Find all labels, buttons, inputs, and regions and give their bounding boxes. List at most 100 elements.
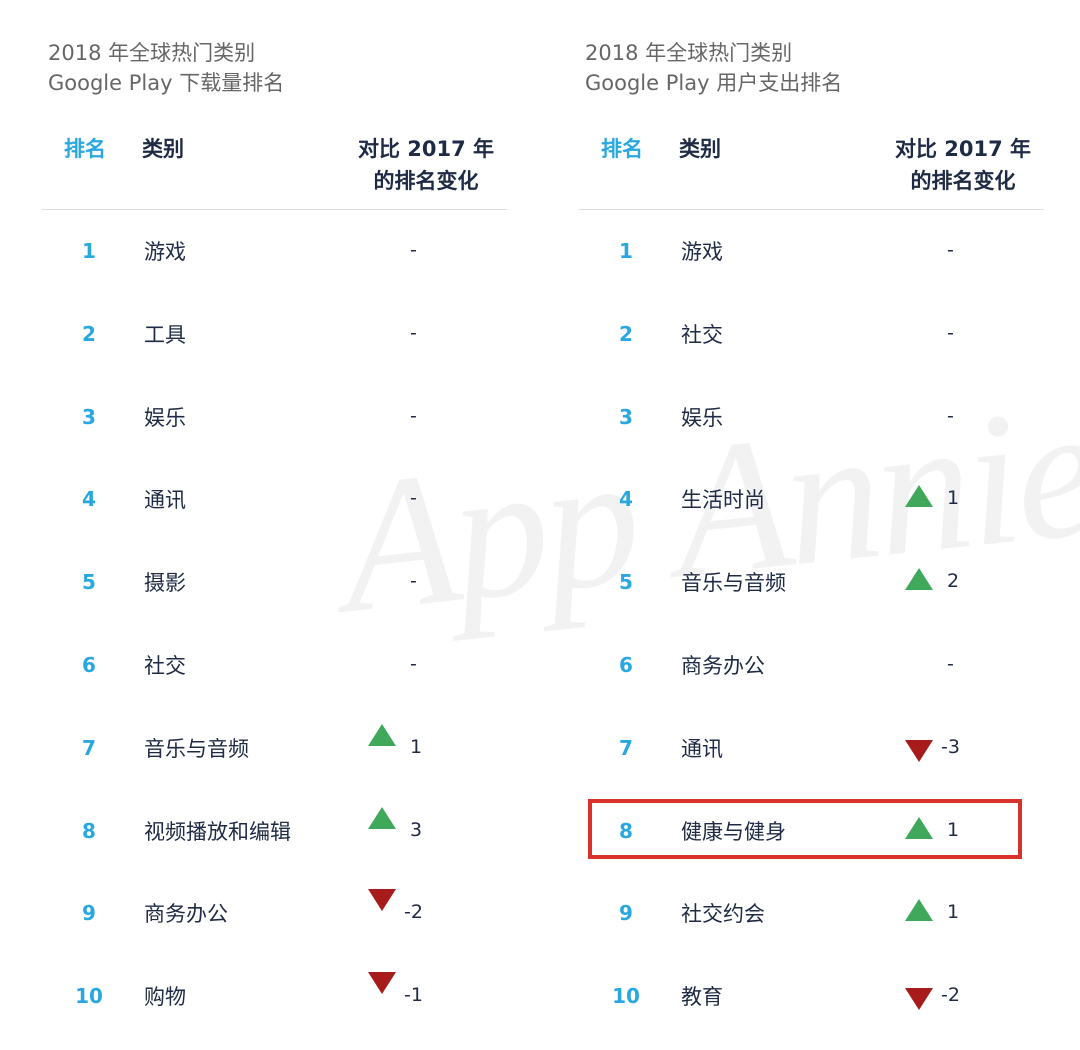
down-arrow-icon	[905, 739, 933, 762]
table-row: 4 生活时尚 1	[579, 479, 1044, 519]
header-change-line-1: 对比 2017 年	[357, 137, 495, 161]
category-cell: 工具	[144, 322, 186, 347]
category-cell: 游戏	[681, 240, 723, 264]
category-cell: 健康与健身	[681, 819, 786, 844]
table-row: 5 音乐与音频 2	[579, 562, 1044, 602]
header-rank: 排名	[601, 137, 643, 161]
header-divider	[579, 209, 1044, 210]
title-line-1: 2018 年全球热门类别	[48, 41, 256, 65]
rank-change-value: -1	[404, 984, 423, 1007]
rank-value: 8	[619, 818, 633, 843]
rank-value: 2	[82, 321, 96, 346]
table-row: 2 工具 -	[42, 314, 507, 354]
category-cell: 音乐与音频	[144, 736, 249, 761]
category-cell: 社交	[681, 322, 723, 347]
rank-value: 9	[82, 901, 96, 926]
rank-change-value: -	[947, 404, 954, 427]
table-title: 2018 年全球热门类别 Google Play 用户支出排名	[585, 38, 842, 98]
downloads-ranking-table: 2018 年全球热门类别 Google Play 下载量排名 排名 类别 对比 …	[42, 0, 512, 1050]
title-line-2: Google Play 用户支出排名	[585, 71, 843, 95]
down-arrow-icon	[905, 988, 933, 1011]
rank-value: 6	[82, 653, 96, 677]
rank-change-value: -2	[404, 901, 423, 924]
rank-value: 3	[619, 404, 633, 429]
rank-value: 1	[619, 239, 633, 263]
category-cell: 音乐与音频	[681, 571, 786, 596]
rank-value: 8	[82, 818, 96, 843]
rank-value: 4	[82, 487, 96, 512]
rank-change-value: -3	[941, 735, 960, 758]
rank-change-value: -	[947, 321, 954, 344]
rank-change-value: 1	[947, 487, 960, 510]
up-arrow-icon	[905, 816, 933, 839]
down-arrow-icon	[368, 889, 396, 912]
rank-value: 4	[619, 487, 633, 512]
table-row: 1 游戏 -	[42, 231, 507, 271]
table-row: 7 音乐与音频 1	[42, 723, 507, 768]
rank-change-value: 1	[410, 735, 423, 758]
rank-change-value: -	[410, 487, 417, 510]
rank-value: 6	[619, 653, 633, 677]
category-cell: 娱乐	[144, 405, 186, 430]
table-title: 2018 年全球热门类别 Google Play 下载量排名	[48, 38, 284, 98]
category-cell: 商务办公	[681, 654, 765, 678]
header-category: 类别	[142, 137, 184, 161]
title-line-1: 2018 年全球热门类别	[585, 41, 793, 65]
header-category: 类别	[679, 137, 721, 161]
rank-value: 10	[612, 984, 640, 1009]
category-cell: 教育	[681, 985, 723, 1010]
rank-value: 7	[82, 735, 96, 760]
header-divider	[42, 209, 507, 210]
rank-change-value: -	[410, 321, 417, 344]
header-change-line-1: 对比 2017 年	[894, 137, 1032, 161]
up-arrow-icon	[905, 568, 933, 591]
rank-value: 2	[619, 321, 633, 346]
table-row: 10 购物 -1	[42, 972, 507, 1016]
spending-ranking-table: 2018 年全球热门类别 Google Play 用户支出排名 排名 类别 对比…	[579, 0, 1049, 1050]
rank-value: 5	[619, 570, 633, 595]
rank-change-value: -	[947, 239, 954, 261]
category-cell: 视频播放和编辑	[144, 819, 291, 844]
rank-change-value: 1	[947, 901, 960, 924]
up-arrow-icon	[368, 806, 396, 829]
rank-value: 1	[82, 239, 96, 263]
down-arrow-icon	[368, 972, 396, 995]
title-line-2: Google Play 下载量排名	[48, 71, 285, 95]
rank-change-value: 2	[947, 570, 960, 593]
category-cell: 游戏	[144, 240, 186, 264]
table-row: 4 通讯 -	[42, 479, 507, 519]
rank-change-value: 1	[947, 818, 960, 841]
category-cell: 生活时尚	[681, 488, 765, 513]
table-row: 5 摄影 -	[42, 562, 507, 602]
category-cell: 商务办公	[144, 902, 228, 927]
header-change-line-2: 的排名变化	[910, 169, 1016, 193]
table-row: 6 商务办公 -	[579, 645, 1044, 685]
category-cell: 通讯	[144, 488, 186, 513]
rank-change-value: -2	[941, 984, 960, 1007]
header-change: 对比 2017 年 的排名变化	[346, 133, 506, 197]
rank-change-value: 3	[410, 818, 423, 841]
rank-value: 10	[75, 984, 103, 1009]
table-row: 2 社交 -	[579, 314, 1044, 354]
up-arrow-icon	[368, 723, 396, 746]
rank-value: 7	[619, 735, 633, 760]
table-row: 10 教育 -2	[579, 976, 1044, 1016]
rank-value: 9	[619, 901, 633, 926]
rank-change-value: -	[410, 653, 417, 675]
category-cell: 购物	[144, 985, 186, 1010]
rank-value: 3	[82, 404, 96, 429]
header-change: 对比 2017 年 的排名变化	[883, 133, 1043, 197]
table-row: 7 通讯 -3	[579, 728, 1044, 768]
table-row: 9 商务办公 -2	[42, 889, 507, 933]
rank-change-value: -	[410, 570, 417, 593]
rank-value: 5	[82, 570, 96, 595]
up-arrow-icon	[905, 899, 933, 922]
header-rank: 排名	[64, 137, 106, 161]
header-change-line-2: 的排名变化	[373, 169, 479, 193]
category-cell: 社交	[144, 654, 186, 678]
table-row: 1 游戏 -	[579, 231, 1044, 271]
table-row: 8 视频播放和编辑 3	[42, 806, 507, 851]
category-cell: 娱乐	[681, 405, 723, 430]
table-row: 3 娱乐 -	[579, 397, 1044, 437]
rank-change-value: -	[410, 404, 417, 427]
